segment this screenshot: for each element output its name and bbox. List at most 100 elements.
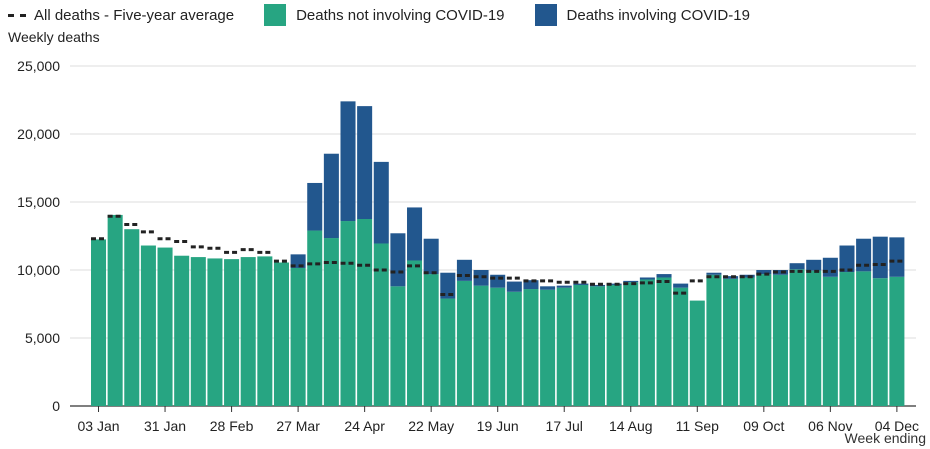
bar-not-covid bbox=[839, 272, 855, 406]
bar-covid bbox=[573, 283, 589, 285]
bar-not-covid bbox=[573, 284, 589, 406]
bar-not-covid bbox=[357, 219, 373, 406]
bar-not-covid bbox=[856, 271, 872, 406]
bar-not-covid bbox=[190, 257, 206, 406]
legend-label-five-year-average: All deaths - Five-year average bbox=[34, 6, 235, 24]
bar-not-covid bbox=[490, 287, 506, 406]
x-tick-label: 17 Jul bbox=[546, 418, 583, 434]
legend-dash-swatch bbox=[8, 13, 26, 17]
bar-covid bbox=[523, 280, 539, 290]
bar-covid bbox=[589, 284, 606, 287]
bar-not-covid bbox=[407, 260, 423, 406]
bar-covid bbox=[639, 277, 655, 280]
y-tick-label: 5,000 bbox=[25, 330, 60, 346]
bar-not-covid bbox=[174, 255, 190, 406]
bar-not-covid bbox=[423, 274, 439, 406]
bar-not-covid bbox=[240, 257, 256, 406]
bar-not-covid bbox=[257, 256, 273, 406]
bar-not-covid bbox=[589, 286, 606, 406]
legend-swatch-not-covid bbox=[264, 4, 287, 26]
bar-covid bbox=[473, 270, 489, 286]
bar-covid bbox=[357, 106, 373, 219]
bar-not-covid bbox=[656, 277, 672, 406]
bar-covid bbox=[456, 259, 472, 281]
bar-not-covid bbox=[290, 267, 306, 406]
bar-covid bbox=[373, 161, 389, 244]
bar-covid bbox=[673, 283, 689, 288]
bar-covid bbox=[606, 283, 622, 285]
bar-not-covid bbox=[806, 270, 822, 406]
bar-covid bbox=[706, 272, 722, 275]
bar-not-covid bbox=[224, 259, 240, 406]
bar-covid bbox=[856, 238, 872, 272]
bar-not-covid bbox=[872, 278, 888, 406]
x-tick-label: 14 Aug bbox=[609, 418, 653, 434]
bar-covid bbox=[872, 236, 888, 279]
y-tick-label: 10,000 bbox=[17, 262, 60, 278]
bar-not-covid bbox=[772, 274, 788, 406]
x-tick-label: 09 Oct bbox=[743, 418, 784, 434]
bar-not-covid bbox=[207, 258, 223, 406]
x-tick-label: 11 Sep bbox=[676, 418, 720, 434]
bar-covid bbox=[506, 281, 522, 292]
x-tick-label: 22 May bbox=[408, 418, 454, 434]
bar-covid bbox=[540, 286, 556, 290]
bar-covid bbox=[307, 182, 323, 231]
x-axis-label: Week ending bbox=[844, 430, 926, 446]
bar-not-covid bbox=[540, 289, 556, 406]
bar-not-covid bbox=[689, 300, 705, 406]
bar-not-covid bbox=[323, 238, 339, 406]
legend-item-covid: Deaths involving COVID-19 bbox=[534, 4, 750, 26]
bar-not-covid bbox=[91, 239, 107, 406]
x-tick-label: 06 Nov bbox=[808, 418, 852, 434]
x-tick-label: 31 Jan bbox=[144, 418, 186, 434]
y-axis-label: Weekly deaths bbox=[8, 29, 100, 45]
bar-covid bbox=[789, 263, 805, 270]
bar-covid bbox=[806, 259, 822, 271]
bar-not-covid bbox=[739, 277, 755, 406]
bar-covid bbox=[323, 153, 339, 239]
legend: All deaths - Five-year average Deaths no… bbox=[8, 4, 780, 26]
bar-not-covid bbox=[756, 274, 772, 406]
bar-not-covid bbox=[373, 243, 389, 406]
bar-covid bbox=[739, 274, 755, 278]
bar-covid bbox=[623, 280, 639, 283]
bar-not-covid bbox=[273, 262, 289, 406]
bar-not-covid bbox=[723, 278, 739, 406]
bar-covid bbox=[889, 237, 905, 277]
bar-covid bbox=[839, 245, 855, 273]
bar-covid bbox=[407, 207, 423, 261]
bar-not-covid bbox=[523, 289, 539, 406]
legend-swatch-covid bbox=[534, 4, 557, 26]
bar-not-covid bbox=[623, 282, 639, 406]
bar-not-covid bbox=[789, 269, 805, 406]
x-tick-label: 24 Apr bbox=[344, 418, 385, 434]
bar-not-covid bbox=[706, 274, 722, 406]
bar-covid bbox=[340, 101, 356, 222]
bar-covid bbox=[423, 238, 439, 275]
bar-not-covid bbox=[456, 280, 472, 406]
bar-not-covid bbox=[606, 284, 622, 406]
bar-not-covid bbox=[889, 276, 905, 406]
bar-covid bbox=[656, 274, 672, 278]
bar-not-covid bbox=[107, 214, 123, 406]
bar-covid bbox=[556, 285, 572, 288]
bar-not-covid bbox=[822, 276, 838, 406]
y-tick-label: 25,000 bbox=[17, 58, 60, 74]
legend-item-not-covid: Deaths not involving COVID-19 bbox=[264, 4, 505, 26]
bar-covid bbox=[772, 270, 788, 275]
bar-not-covid bbox=[506, 291, 522, 406]
bar-not-covid bbox=[639, 279, 655, 406]
bar-not-covid bbox=[473, 285, 489, 406]
bar-not-covid bbox=[307, 230, 323, 406]
bar-not-covid bbox=[673, 287, 689, 406]
bar-not-covid bbox=[140, 245, 156, 406]
bar-covid bbox=[822, 257, 838, 277]
bar-covid bbox=[756, 270, 772, 275]
bar-not-covid bbox=[124, 229, 140, 406]
legend-label-not-covid: Deaths not involving COVID-19 bbox=[296, 6, 505, 24]
bar-not-covid bbox=[390, 286, 406, 406]
bar-not-covid bbox=[440, 298, 456, 406]
bar-covid bbox=[723, 276, 739, 279]
